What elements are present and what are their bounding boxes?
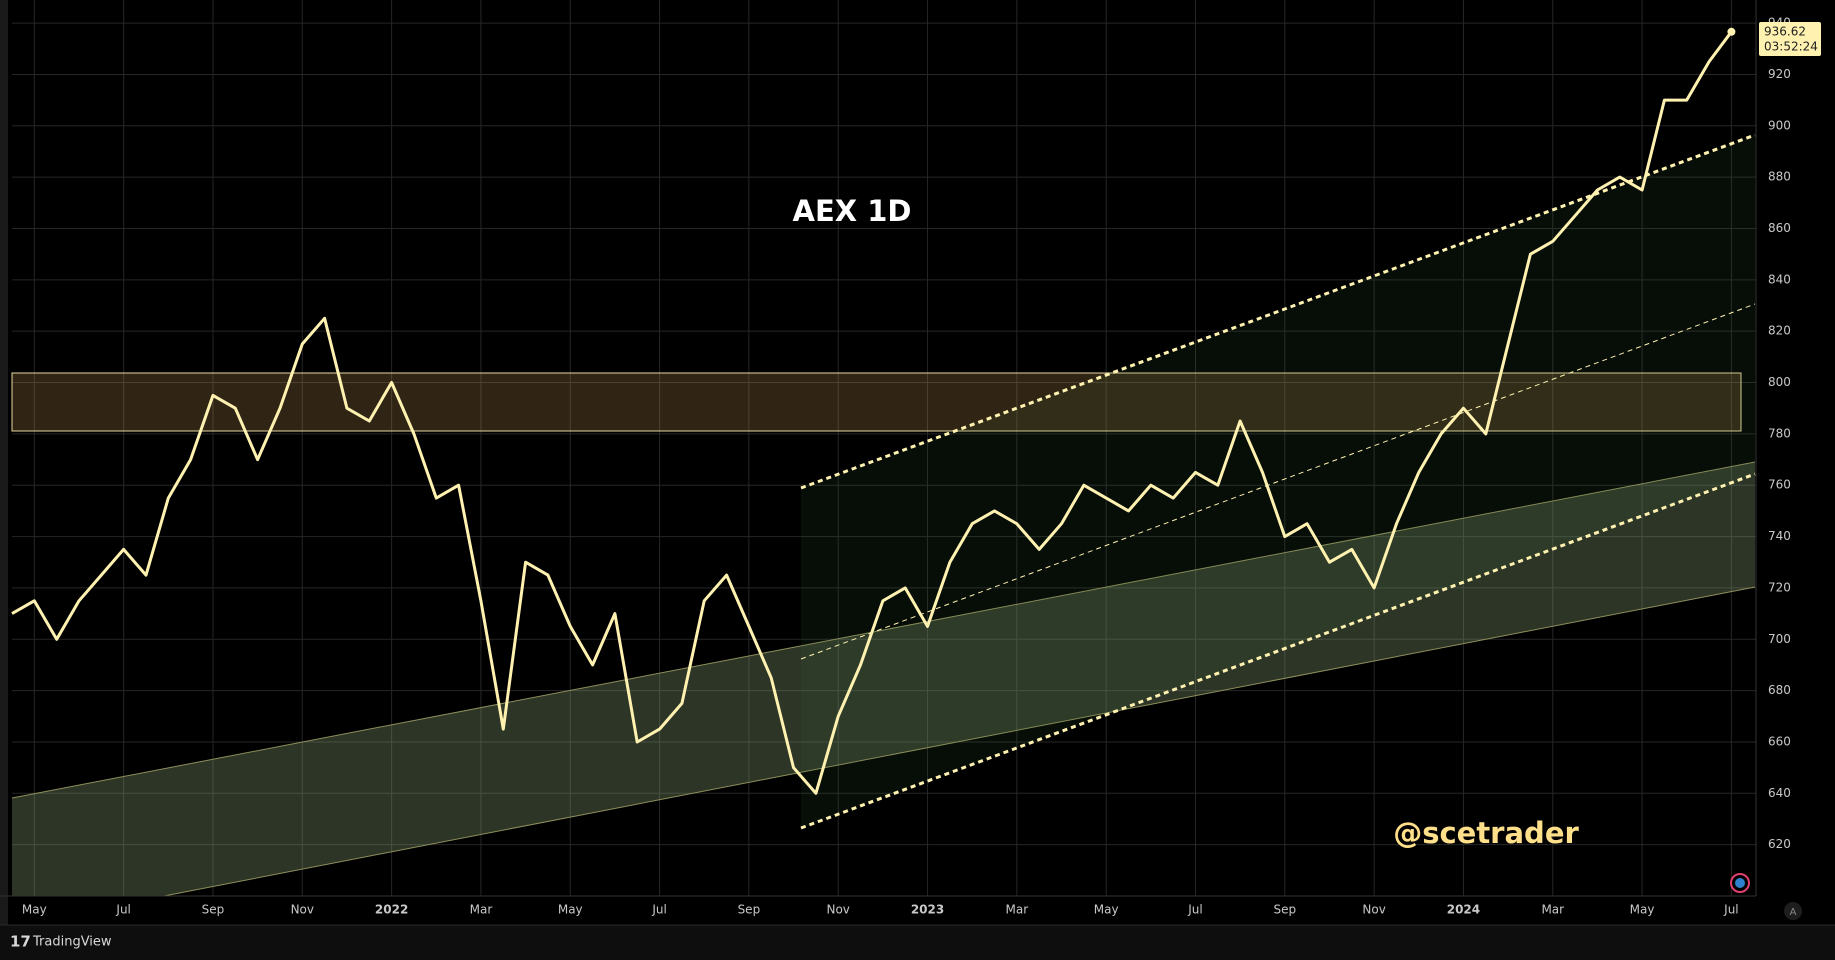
x-tick-label: May <box>558 903 583 917</box>
left-frame <box>0 0 8 925</box>
y-tick-label: 680 <box>1768 683 1791 697</box>
y-tick-label: 740 <box>1768 529 1791 543</box>
x-tick-label: Sep <box>202 903 225 917</box>
support-band-top <box>11 461 1756 799</box>
y-tick-label: 780 <box>1768 426 1791 440</box>
support-band-bottom <box>163 586 1756 897</box>
x-tick-label: Mar <box>470 903 493 917</box>
y-tick-label: 820 <box>1768 324 1791 338</box>
y-tick-label: 920 <box>1768 67 1791 81</box>
y-tick-label: 700 <box>1768 632 1791 646</box>
x-tick-label: Jul <box>1723 903 1738 917</box>
x-tick-label: 2023 <box>911 903 944 917</box>
last-point <box>1727 27 1736 36</box>
channel-lower <box>800 472 1756 830</box>
price-line <box>11 30 1733 795</box>
x-tick-label: Mar <box>1541 903 1564 917</box>
x-tick-label: Jul <box>651 903 666 917</box>
last-price: 936.62 <box>1764 25 1806 39</box>
y-tick-label: 620 <box>1768 837 1791 851</box>
plot <box>11 27 1736 795</box>
channel-mid <box>800 303 1756 660</box>
status-icon[interactable] <box>1730 873 1750 893</box>
x-tick-label: Nov <box>826 903 849 917</box>
x-tick-label: Mar <box>1006 903 1029 917</box>
x-tick-label: May <box>22 903 47 917</box>
status-icon-core <box>1735 878 1745 888</box>
y-tick-label: 900 <box>1768 118 1791 132</box>
x-tick-label: Nov <box>1362 903 1385 917</box>
branding[interactable]: TradingView <box>32 935 112 950</box>
y-tick-label: 760 <box>1768 478 1791 492</box>
y-tick-label: 720 <box>1768 580 1791 594</box>
y-tick-label: 660 <box>1768 734 1791 748</box>
x-tick-label: Jul <box>1187 903 1202 917</box>
y-tick-label: 860 <box>1768 221 1791 235</box>
bottom-bar <box>0 925 1835 960</box>
support-band <box>12 462 1755 896</box>
price-tag: 936.62 03:52:24 <box>1759 22 1821 56</box>
y-tick-label: 640 <box>1768 786 1791 800</box>
y-tick-label: 880 <box>1768 170 1791 184</box>
y-tick-label: 840 <box>1768 272 1791 286</box>
chart-title: AEX 1D <box>793 194 912 228</box>
scale-mode-button[interactable]: A <box>1790 907 1797 918</box>
x-tick-label: 2024 <box>1447 903 1480 917</box>
x-tick-label: May <box>1630 903 1655 917</box>
x-tick-label: Sep <box>1273 903 1296 917</box>
scale-mode-button-bg[interactable] <box>1784 902 1802 920</box>
x-tick-label: 2022 <box>375 903 408 917</box>
x-tick-label: Sep <box>738 903 761 917</box>
x-tick-label: May <box>1094 903 1119 917</box>
countdown: 03:52:24 <box>1764 40 1818 54</box>
logo-mark: 𝟭𝟳 <box>10 933 31 951</box>
x-tick-label: Jul <box>115 903 130 917</box>
watermark: @scetrader <box>1393 816 1579 850</box>
price-tag-bg <box>1759 22 1821 56</box>
y-tick-label: 800 <box>1768 375 1791 389</box>
x-tick-label: Nov <box>291 903 314 917</box>
